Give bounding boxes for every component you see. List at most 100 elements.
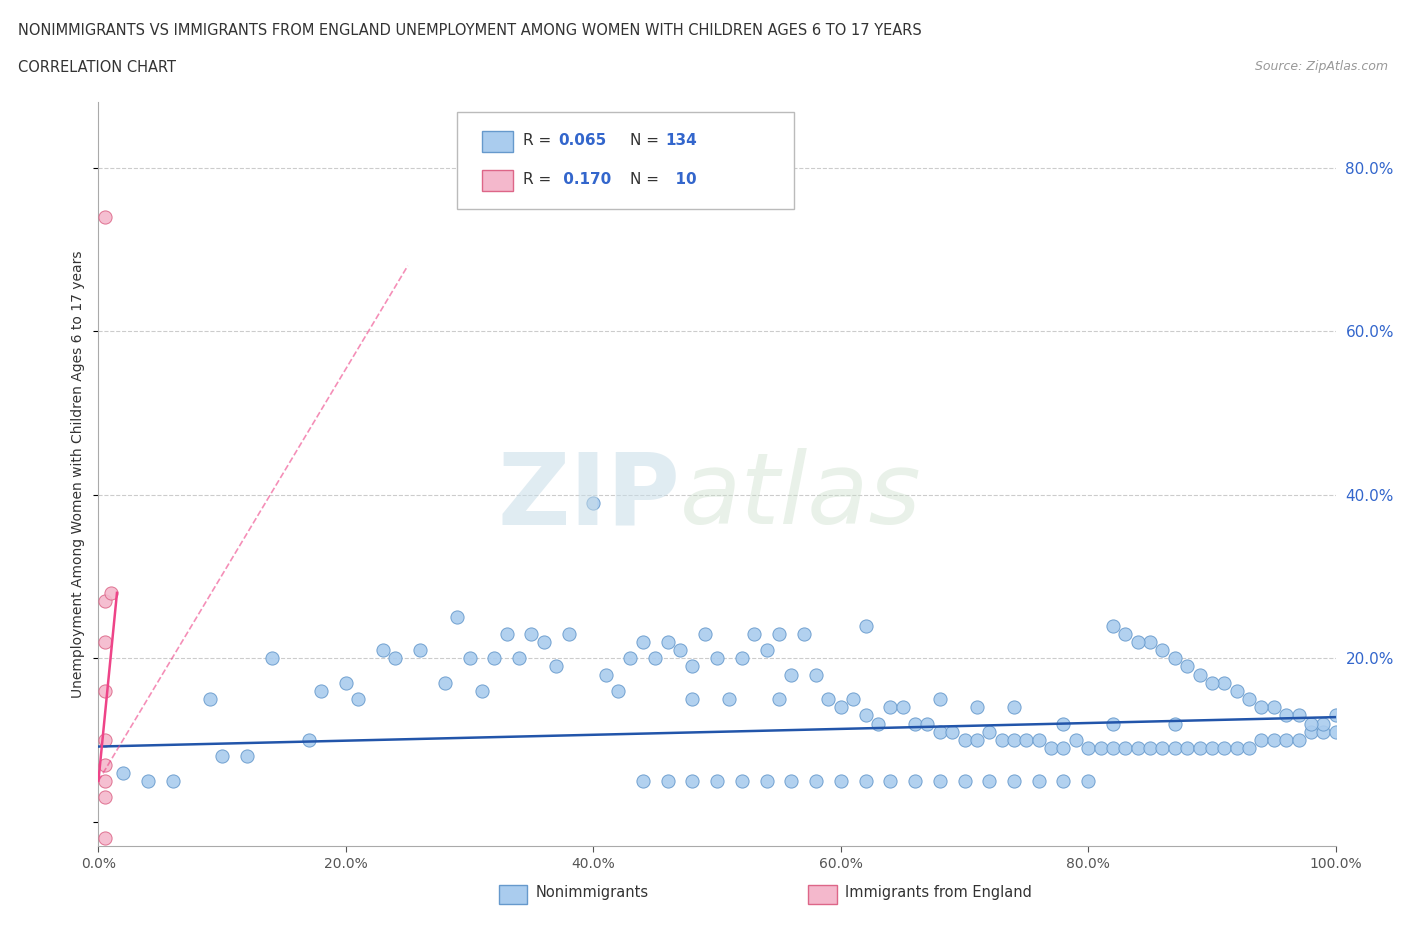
Point [1299,724,1322,739]
Point [768,626,790,641]
Point [669,643,692,658]
Point [582,496,605,511]
Point [1226,741,1249,756]
Point [742,626,765,641]
Point [595,667,617,682]
Point [136,774,159,789]
Y-axis label: Unemployment Among Women with Children Ages 6 to 17 years: Unemployment Among Women with Children A… [72,250,86,698]
Point [1188,741,1211,756]
Point [93,684,115,698]
Point [804,774,827,789]
Point [1102,716,1125,731]
Point [93,774,115,789]
Point [1275,733,1298,748]
Point [260,651,283,666]
Point [904,774,927,789]
Point [371,643,394,658]
Point [309,684,332,698]
Text: 134: 134 [665,133,697,148]
Point [1213,741,1236,756]
Point [718,692,741,707]
Text: 0.170: 0.170 [558,172,612,187]
Point [557,626,579,641]
Point [768,692,790,707]
Point [693,626,716,641]
Point [1164,651,1187,666]
Point [1126,634,1149,649]
Point [1077,774,1099,789]
Point [198,692,221,707]
Point [793,626,815,641]
Point [1139,634,1161,649]
Point [1152,741,1174,756]
Point [1090,741,1112,756]
Text: 0.065: 0.065 [558,133,606,148]
Point [93,209,115,224]
Point [1175,741,1198,756]
Text: 10: 10 [665,172,696,187]
Point [755,774,778,789]
Point [1002,774,1025,789]
Point [681,659,703,674]
Text: N =: N = [630,172,664,187]
Text: Nonimmigrants: Nonimmigrants [536,885,648,900]
Point [520,626,543,641]
Point [1040,741,1063,756]
Point [953,774,976,789]
Point [657,634,679,649]
Point [1102,741,1125,756]
Point [855,774,877,789]
Point [1139,741,1161,756]
Point [866,716,889,731]
Point [335,675,357,690]
Point [928,774,950,789]
Point [1312,724,1334,739]
Point [298,733,321,748]
Point [533,634,555,649]
Point [928,724,950,739]
Point [1263,733,1285,748]
Point [917,716,939,731]
Point [1052,741,1074,756]
Point [904,716,927,731]
Point [644,651,666,666]
Point [1052,774,1074,789]
Point [1002,700,1025,715]
Point [1324,724,1347,739]
Point [93,790,115,804]
Point [855,618,877,633]
Text: CORRELATION CHART: CORRELATION CHART [18,60,176,75]
Point [631,634,654,649]
Point [100,585,122,600]
Point [966,700,988,715]
Point [1126,741,1149,756]
Point [1175,659,1198,674]
Point [1152,643,1174,658]
Point [780,667,803,682]
Text: N =: N = [630,133,664,148]
Point [495,626,517,641]
Text: NONIMMIGRANTS VS IMMIGRANTS FROM ENGLAND UNEMPLOYMENT AMONG WOMEN WITH CHILDREN : NONIMMIGRANTS VS IMMIGRANTS FROM ENGLAND… [18,23,922,38]
Point [941,724,963,739]
Point [979,724,1001,739]
Point [830,774,852,789]
Point [804,667,827,682]
Point [1114,626,1136,641]
Point [990,733,1012,748]
Point [830,700,852,715]
Point [891,700,914,715]
Point [731,651,754,666]
Point [236,749,259,764]
Text: R =: R = [523,172,557,187]
Point [681,692,703,707]
Point [1288,733,1310,748]
Point [731,774,754,789]
Point [471,684,494,698]
Point [112,765,135,780]
Point [1275,708,1298,723]
Point [1015,733,1038,748]
Text: atlas: atlas [681,448,921,545]
Point [347,692,370,707]
Point [1213,675,1236,690]
Point [546,659,568,674]
